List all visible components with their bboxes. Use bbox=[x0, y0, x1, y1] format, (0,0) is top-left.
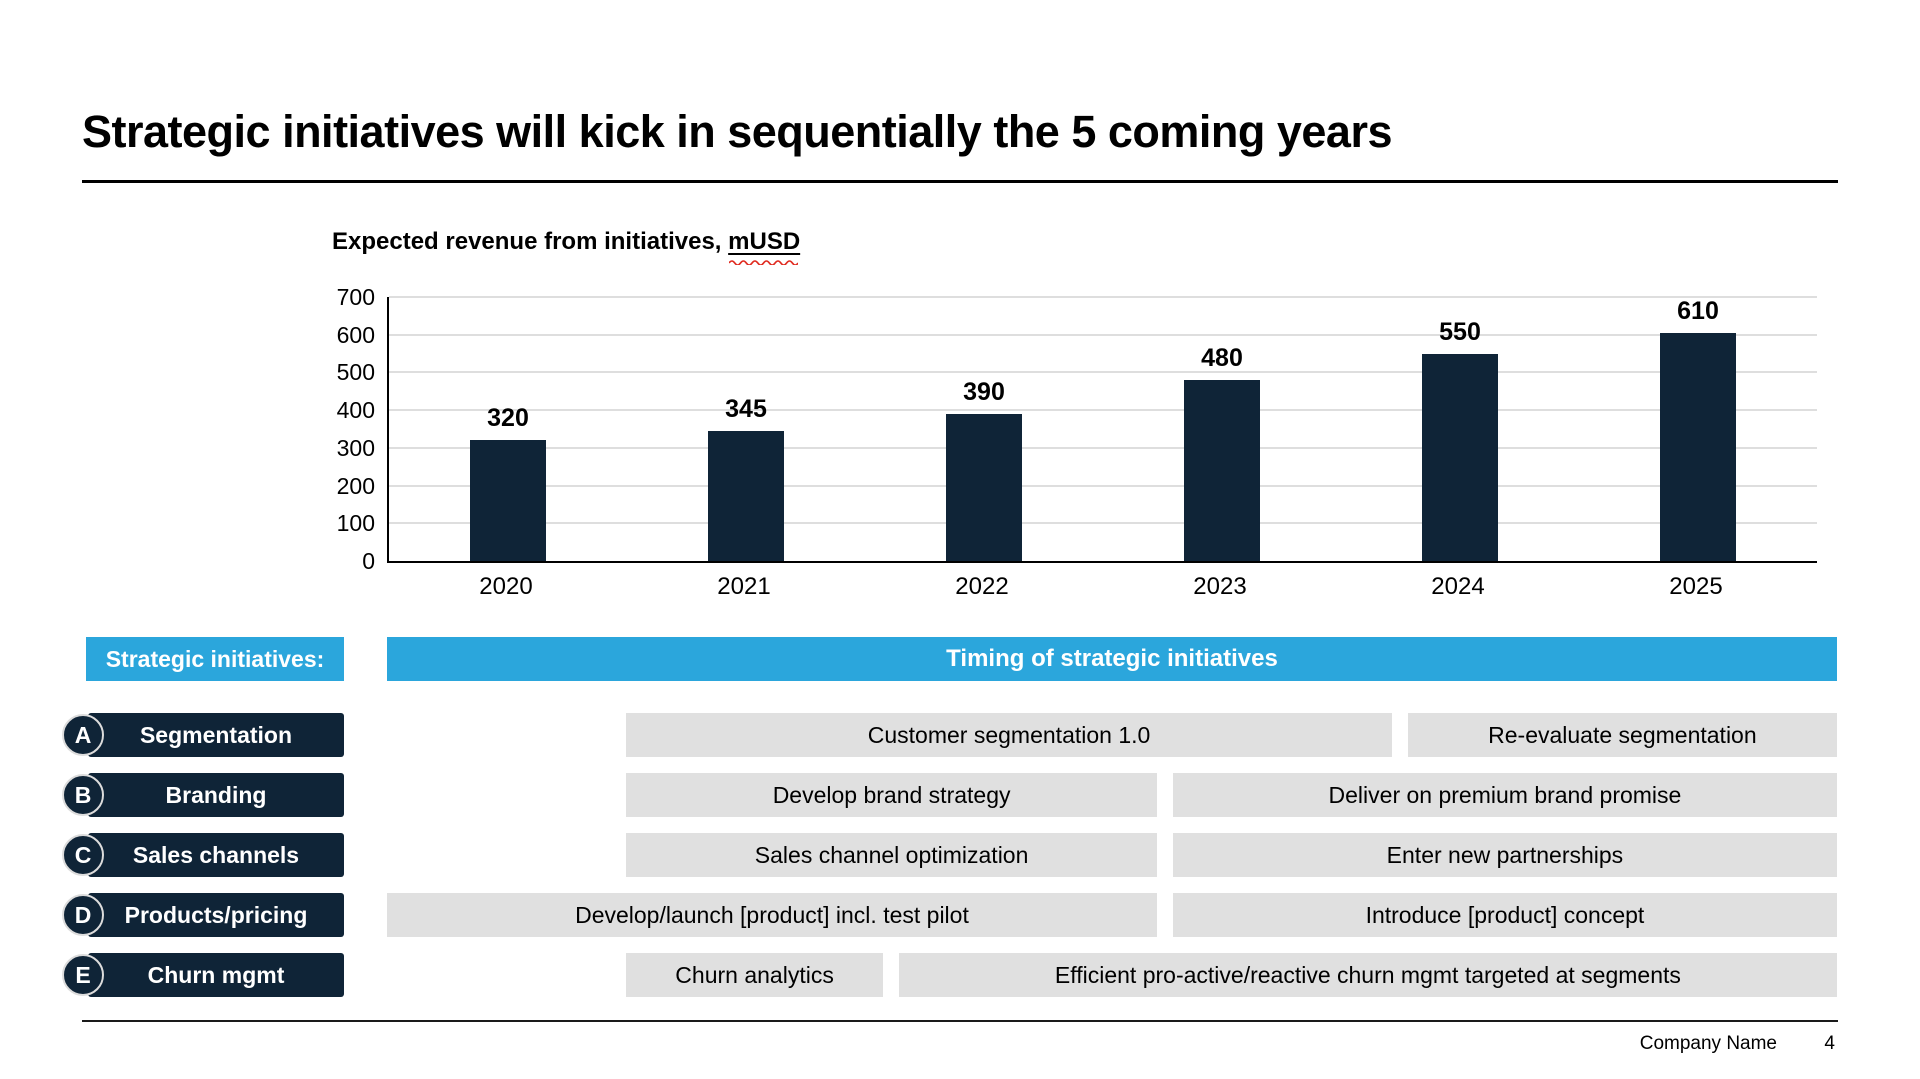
initiative-letter-badge: A bbox=[62, 714, 104, 756]
y-axis-tick-label: 400 bbox=[336, 397, 375, 424]
initiative-label-text: Churn mgmt bbox=[147, 961, 285, 988]
y-axis-tick-label: 600 bbox=[336, 321, 375, 348]
initiative-label: Segmentation bbox=[88, 713, 344, 757]
revenue-bar-2020 bbox=[470, 440, 546, 561]
timing-bar: Customer segmentation 1.0 bbox=[626, 713, 1392, 757]
timing-bar: Efficient pro-active/reactive churn mgmt… bbox=[898, 953, 1837, 997]
chart-title-prefix: Expected revenue from initiatives, bbox=[332, 228, 729, 255]
timing-track: Customer segmentation 1.0 Re-evaluate seg… bbox=[387, 713, 1837, 757]
timing-track: Develop brand strategy Deliver on premium… bbox=[387, 773, 1837, 817]
x-axis: 2020 2021 2022 2023 2024 2025 bbox=[387, 573, 1815, 601]
x-axis-label: 2020 bbox=[479, 573, 533, 600]
initiative-label-text: Sales channels bbox=[132, 841, 300, 868]
timing-bar: Enter new partnerships bbox=[1172, 833, 1837, 877]
x-axis-label: 2023 bbox=[1193, 573, 1247, 600]
initiative-label-text: Branding bbox=[165, 781, 267, 808]
timing-bar: Re-evaluate segmentation bbox=[1407, 713, 1837, 757]
y-axis-tick-label: 0 bbox=[362, 548, 375, 574]
x-axis-label: 2025 bbox=[1669, 573, 1723, 600]
gridline bbox=[389, 371, 1817, 374]
timing-header: Timing of strategic initiatives bbox=[387, 637, 1837, 681]
y-axis-tick-label: 200 bbox=[336, 472, 375, 499]
footer-page-number: 4 bbox=[1824, 1033, 1835, 1054]
footer-divider bbox=[82, 1020, 1838, 1022]
y-axis-tick-label: 500 bbox=[336, 359, 375, 386]
gridline bbox=[389, 296, 1817, 298]
initiative-letter-badge: D bbox=[62, 894, 104, 936]
initiative-label: Churn mgmt bbox=[88, 953, 344, 997]
timing-track: Develop/launch [product] incl. test pilo… bbox=[387, 893, 1837, 937]
timing-track: Churn analytics Efficient pro-active/reac… bbox=[387, 953, 1837, 997]
bar-column: 320 bbox=[389, 297, 627, 561]
initiative-label-text: Segmentation bbox=[139, 721, 293, 748]
bar-value-label: 480 bbox=[1201, 343, 1243, 372]
initiative-letter-badge: C bbox=[62, 834, 104, 876]
timing-bar: Churn analytics bbox=[626, 953, 883, 997]
y-axis-tick-label: 300 bbox=[336, 434, 375, 461]
y-axis: 0 100 200 300 400 500 600 700 bbox=[270, 284, 375, 574]
initiative-row-b: Branding B Develop brand strategy Deliver o… bbox=[0, 773, 1920, 817]
x-axis-label: 2021 bbox=[717, 573, 771, 600]
timing-bar: Deliver on premium brand promise bbox=[1172, 773, 1837, 817]
bar-value-label: 320 bbox=[487, 404, 529, 433]
gridline bbox=[389, 409, 1817, 412]
revenue-bar-2021 bbox=[708, 430, 784, 561]
initiative-label-text: Products/pricing bbox=[124, 901, 308, 928]
gridline bbox=[389, 484, 1817, 487]
bar-column: 610 bbox=[1579, 297, 1817, 561]
initiative-row-d: Products/pricing D Develop/launch [product… bbox=[0, 893, 1920, 937]
initiative-label: Branding bbox=[88, 773, 344, 817]
bar-value-label: 390 bbox=[963, 377, 1005, 406]
timing-bar: Sales channel optimization bbox=[626, 833, 1157, 877]
x-axis-label: 2022 bbox=[955, 573, 1009, 600]
title-divider bbox=[82, 180, 1838, 183]
initiative-letter-badge: E bbox=[62, 954, 104, 996]
bar-value-label: 550 bbox=[1439, 317, 1481, 346]
bar-value-label: 345 bbox=[725, 394, 767, 423]
strategic-initiatives-header: Strategic initiatives: bbox=[86, 637, 344, 681]
bar-column: 345 bbox=[627, 297, 865, 561]
revenue-bar-2023 bbox=[1184, 379, 1260, 561]
y-axis-tick-label: 100 bbox=[336, 510, 375, 537]
x-axis-label: 2024 bbox=[1431, 573, 1485, 600]
initiative-label: Sales channels bbox=[88, 833, 344, 877]
revenue-bar-2024 bbox=[1422, 353, 1498, 561]
footer-company-name: Company Name bbox=[1639, 1033, 1777, 1054]
chart-plot-area: 320 345 390 480 550 610 bbox=[387, 296, 1817, 563]
revenue-bar-2025 bbox=[1660, 333, 1736, 561]
chart-title: Expected revenue from initiatives, mUSD bbox=[332, 228, 800, 265]
bar-column: 550 bbox=[1341, 297, 1579, 561]
timing-bar: Introduce [product] concept bbox=[1172, 893, 1837, 937]
gridline bbox=[389, 446, 1817, 449]
slide-title: Strategic initiatives will kick in seque… bbox=[82, 106, 1393, 157]
initiative-row-c: Sales channels C Sales channel optimizatio… bbox=[0, 833, 1920, 877]
initiative-letter-badge: B bbox=[62, 774, 104, 816]
gridline bbox=[389, 333, 1817, 336]
timing-track: Sales channel optimization Enter new part… bbox=[387, 833, 1837, 877]
spellcheck-squiggle-icon bbox=[729, 260, 799, 265]
chart-title-unit: mUSD bbox=[728, 228, 800, 265]
bar-value-label: 610 bbox=[1677, 297, 1719, 325]
initiative-row-a: Segmentation A Customer segmentation 1.0 Re… bbox=[0, 713, 1920, 757]
y-axis-tick-label: 700 bbox=[336, 284, 375, 310]
revenue-bar-2022 bbox=[946, 413, 1022, 561]
bar-column: 390 bbox=[865, 297, 1103, 561]
initiative-row-e: Churn mgmt E Churn analytics Efficient pro-… bbox=[0, 953, 1920, 997]
bar-column: 480 bbox=[1103, 297, 1341, 561]
bar-series: 320 345 390 480 550 610 bbox=[389, 297, 1817, 561]
timing-bar: Develop/launch [product] incl. test pilo… bbox=[387, 893, 1157, 937]
timing-bar: Develop brand strategy bbox=[626, 773, 1157, 817]
initiative-label: Products/pricing bbox=[88, 893, 344, 937]
gridline bbox=[389, 522, 1817, 525]
